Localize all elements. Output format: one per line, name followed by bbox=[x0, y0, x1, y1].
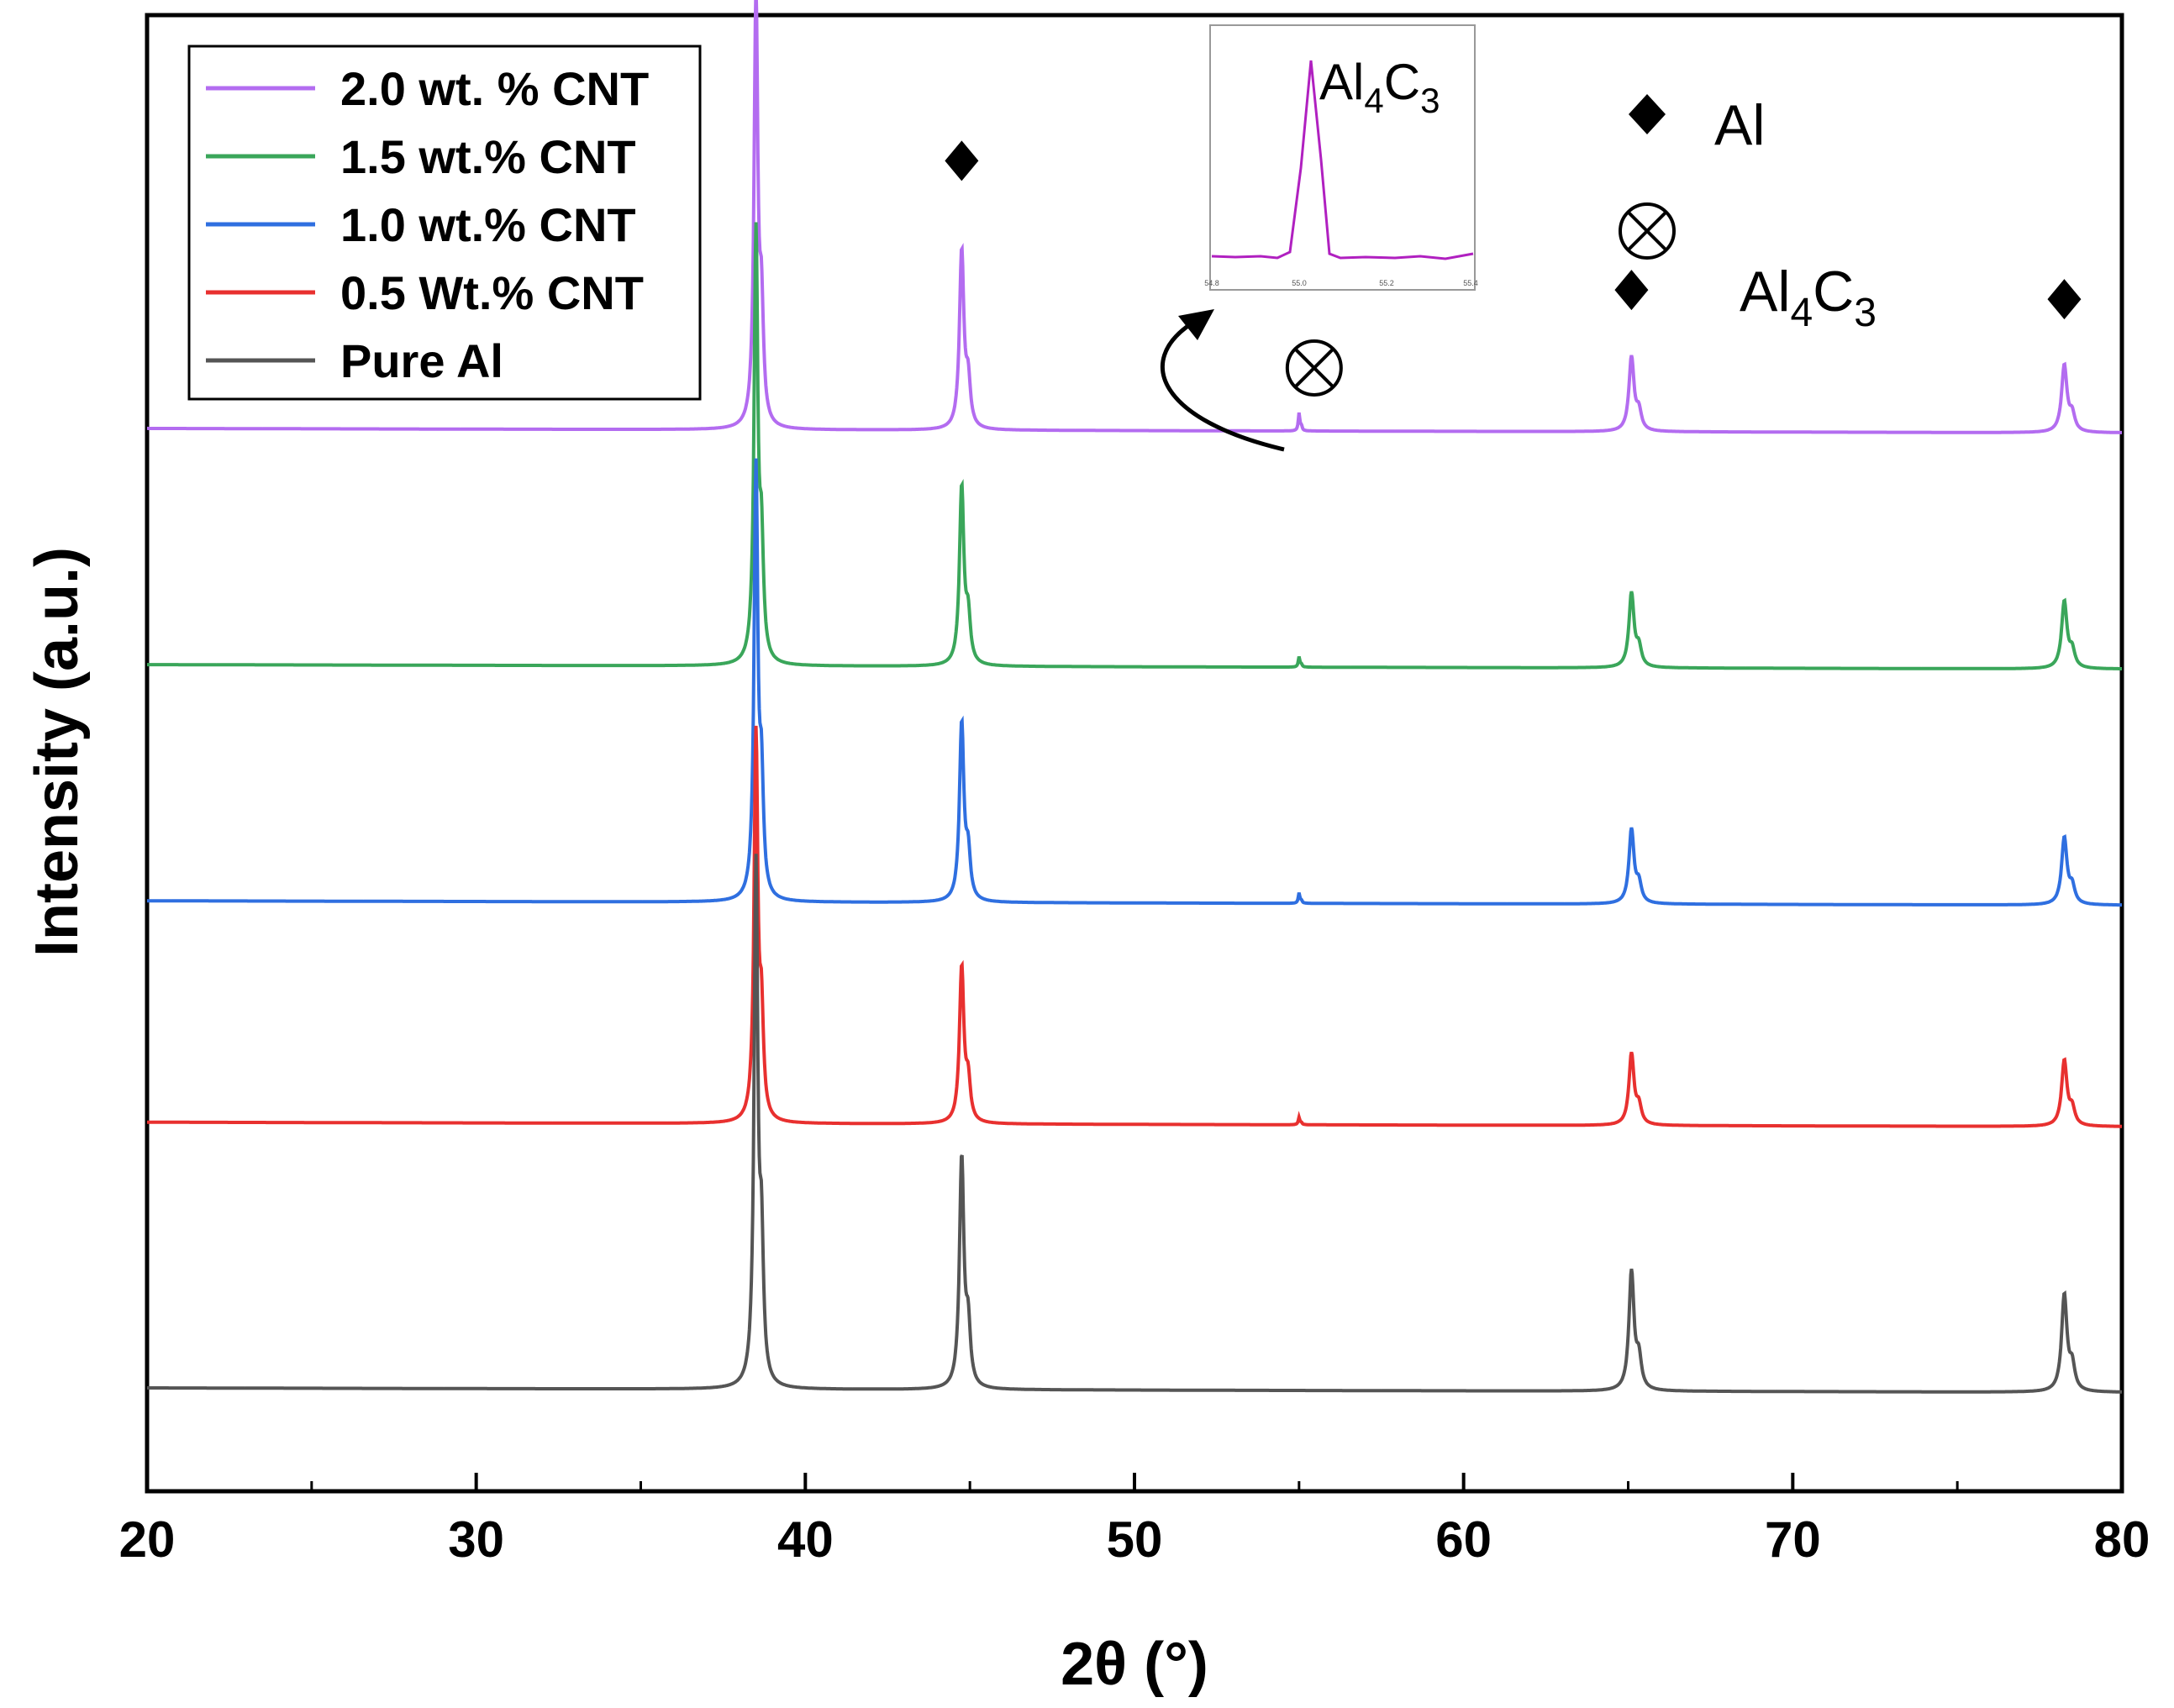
inset-tick-label: 55.0 bbox=[1292, 279, 1307, 287]
inset-tick-label: 55.4 bbox=[1463, 279, 1478, 287]
inset-tick-label: 55.2 bbox=[1379, 279, 1394, 287]
series-line bbox=[147, 0, 2122, 434]
al-peak-diamond-icon bbox=[2047, 279, 2082, 320]
legend: 2.0 wt. % CNT 1.5 wt.% CNT 1.0 wt.% CNT 0.5… bbox=[187, 45, 702, 401]
legend-entry-label: Pure Al bbox=[340, 334, 503, 387]
inset-title: Al4C3 bbox=[1319, 54, 1440, 120]
inset-tick-label: 54.8 bbox=[1204, 279, 1219, 287]
al-peak-diamond-icon bbox=[1614, 270, 1649, 311]
x-tick-label: 50 bbox=[1107, 1511, 1163, 1568]
inset-pointer-arrow bbox=[1160, 309, 1285, 452]
inset-plot: 54.8 55.0 55.2 55.4 Al4C3 bbox=[1204, 24, 1478, 291]
al4c3-peak-otimes-icon bbox=[1285, 339, 1343, 397]
series-layer bbox=[147, 0, 2122, 1394]
x-tick-label: 80 bbox=[2094, 1511, 2150, 1568]
x-axis-title: 2θ (°) bbox=[1061, 1631, 1208, 1698]
series-line bbox=[147, 458, 2122, 907]
x-tick-label: 70 bbox=[1765, 1511, 1821, 1568]
peak-markers bbox=[945, 140, 2082, 397]
series-line bbox=[147, 854, 2122, 1394]
inset-frame bbox=[1209, 24, 1476, 291]
otimes-key-icon bbox=[1619, 202, 1676, 260]
annotation-key: Al Al4C3 bbox=[1619, 93, 1877, 335]
x-tick-label: 40 bbox=[777, 1511, 834, 1568]
x-tick-label: 20 bbox=[119, 1511, 176, 1568]
series-line bbox=[147, 222, 2122, 670]
inset-al4c3-peak-line bbox=[1211, 60, 1474, 260]
al4c3-key-label: Al4C3 bbox=[1740, 260, 1877, 335]
al-key-label: Al bbox=[1714, 93, 1765, 157]
diamond-key-icon bbox=[1629, 94, 1666, 134]
y-axis-title: Intensity (a.u.) bbox=[24, 547, 91, 957]
x-axis-ticks: 20 30 40 50 60 70 80 bbox=[119, 1473, 2150, 1568]
legend-entry-label: 1.5 wt.% CNT bbox=[340, 130, 636, 183]
legend-entry-label: 0.5 Wt.% CNT bbox=[340, 266, 644, 319]
x-tick-label: 30 bbox=[448, 1511, 504, 1568]
series-line bbox=[147, 725, 2122, 1128]
x-tick-label: 60 bbox=[1435, 1511, 1492, 1568]
legend-entry-label: 1.0 wt.% CNT bbox=[340, 198, 636, 251]
legend-entry-label: 2.0 wt. % CNT bbox=[340, 62, 649, 115]
al-peak-diamond-icon bbox=[945, 140, 979, 181]
